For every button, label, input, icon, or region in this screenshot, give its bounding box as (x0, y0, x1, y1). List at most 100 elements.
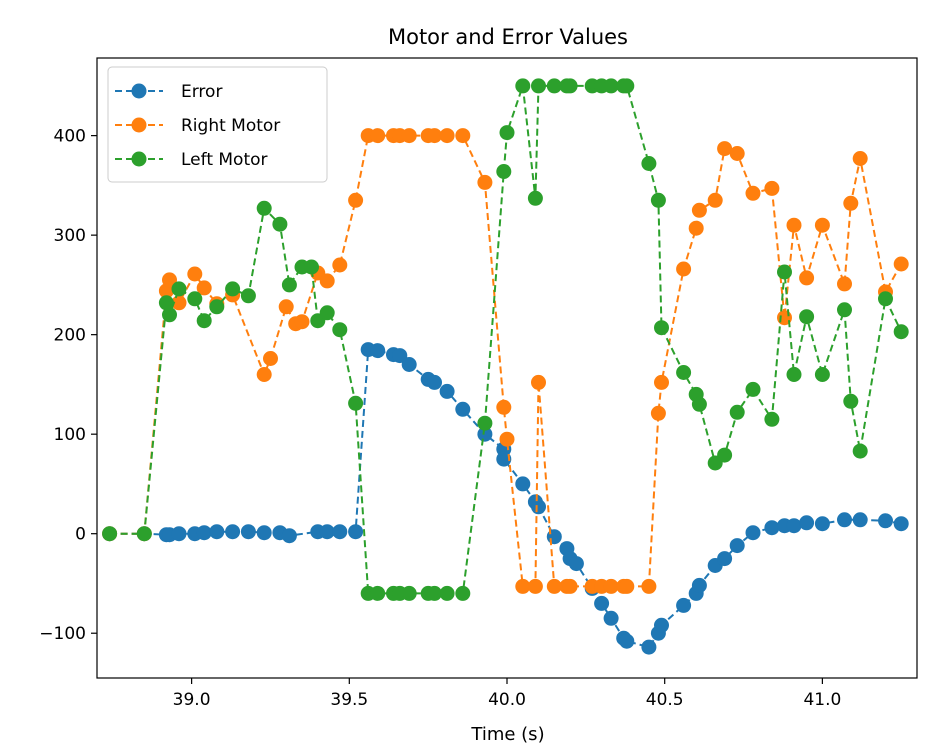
data-point (225, 281, 241, 297)
data-point (162, 272, 177, 288)
data-point (319, 305, 335, 321)
x-tick-label: 40.5 (646, 690, 684, 710)
data-point (676, 365, 692, 380)
data-point (777, 264, 792, 280)
data-point (527, 578, 543, 594)
data-point (187, 291, 203, 307)
x-axis-label: Time (s) (470, 724, 544, 743)
data-point (843, 393, 859, 409)
data-point (893, 516, 909, 532)
legend: Error Right Motor Left Motor (107, 66, 328, 183)
data-point (439, 383, 455, 399)
data-point (893, 256, 909, 272)
data-point (745, 185, 761, 201)
data-point (439, 128, 455, 144)
data-point (786, 217, 802, 233)
data-point (294, 314, 310, 330)
data-point (603, 610, 619, 626)
data-point (240, 524, 256, 540)
data-point (278, 299, 294, 315)
data-point (546, 78, 562, 94)
legend-marker (131, 151, 147, 167)
data-point (764, 411, 780, 427)
data-point (654, 617, 669, 633)
data-point (455, 128, 471, 144)
data-point (187, 266, 203, 282)
legend-label: Left Motor (181, 150, 268, 170)
legend-item-0: Error (115, 82, 222, 102)
data-point (717, 447, 733, 463)
data-point (676, 261, 692, 277)
legend-item-1: Right Motor (115, 116, 280, 136)
data-point (136, 526, 152, 542)
data-point (878, 291, 893, 307)
data-point (814, 217, 830, 233)
data-point (370, 343, 386, 359)
series-0 (102, 342, 909, 655)
data-point (531, 78, 546, 94)
data-point (852, 151, 868, 166)
data-point (319, 273, 335, 289)
data-point (240, 288, 256, 304)
data-point (196, 313, 212, 329)
data-point (455, 585, 471, 601)
data-point (603, 78, 619, 94)
data-point (814, 367, 830, 382)
data-point (531, 499, 546, 515)
y-tick-label: 400 (54, 127, 86, 147)
data-point (799, 515, 815, 531)
data-point (745, 525, 761, 541)
data-point (496, 399, 512, 415)
series-layer (102, 78, 909, 655)
data-point (477, 174, 493, 190)
data-point (427, 585, 442, 601)
data-point (427, 128, 442, 144)
x-tick-label: 41.0 (803, 690, 841, 710)
data-point (439, 585, 455, 601)
y-tick-label: 200 (54, 326, 86, 346)
data-point (209, 524, 225, 540)
data-point (650, 192, 666, 208)
data-point (619, 633, 635, 649)
x-tick-label: 40.0 (488, 690, 526, 710)
data-point (676, 597, 692, 613)
legend-item-2: Left Motor (115, 150, 268, 170)
data-point (527, 190, 543, 206)
data-point (688, 220, 704, 236)
data-point (619, 78, 635, 94)
data-point (764, 520, 780, 536)
y-tick-label: 100 (54, 425, 86, 445)
data-point (392, 348, 408, 364)
data-point (717, 141, 733, 157)
data-point (196, 280, 212, 296)
data-point (837, 276, 852, 292)
x-tick-label: 39.0 (173, 690, 211, 710)
data-point (729, 146, 745, 161)
data-point (499, 125, 515, 141)
data-point (171, 281, 187, 297)
data-point (799, 309, 815, 325)
data-point (814, 516, 830, 532)
data-point (562, 578, 578, 594)
data-point (225, 524, 241, 540)
data-point (515, 476, 531, 492)
data-point (568, 556, 584, 572)
data-point (370, 128, 386, 144)
data-point (401, 357, 417, 372)
data-point (348, 524, 364, 540)
data-point (370, 585, 386, 601)
data-point (546, 578, 562, 594)
data-point (477, 426, 493, 442)
legend-marker (131, 83, 147, 99)
data-point (332, 257, 348, 273)
chart-title: Motor and Error Values (388, 25, 628, 49)
data-point (102, 526, 118, 542)
data-point (786, 518, 802, 534)
data-point (893, 324, 909, 340)
data-point (281, 528, 297, 544)
data-point (852, 512, 868, 528)
data-point (272, 216, 288, 232)
data-point (594, 595, 610, 611)
data-point (729, 538, 745, 554)
data-point (562, 78, 578, 94)
